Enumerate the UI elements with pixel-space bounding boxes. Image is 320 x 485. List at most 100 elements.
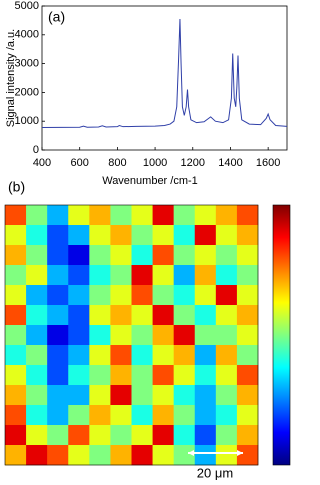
heatmap-cell xyxy=(47,245,69,266)
heatmap-cell xyxy=(26,405,48,426)
heatmap-cell xyxy=(236,225,259,246)
heatmap-cell xyxy=(5,305,27,326)
heatmap-cell xyxy=(47,345,69,366)
heatmap-cell xyxy=(26,385,48,406)
heatmap-cell xyxy=(68,445,90,466)
heatmap-cell xyxy=(5,345,27,366)
heatmap-cell xyxy=(68,325,90,346)
heatmap-cell xyxy=(236,325,259,346)
heatmap-cell xyxy=(47,445,69,466)
heatmap-cell xyxy=(194,245,217,266)
x-tick-label: 600 xyxy=(71,157,89,169)
heatmap-cell xyxy=(215,205,238,226)
heatmap-cell xyxy=(194,405,217,426)
heatmap-cell xyxy=(131,245,153,266)
heatmap-cell xyxy=(215,285,238,306)
heatmap-cell xyxy=(110,425,132,446)
heatmap-cell xyxy=(236,405,259,426)
heatmap-cell xyxy=(5,365,27,386)
heatmap-cell xyxy=(236,205,259,226)
heatmap-cell xyxy=(89,425,111,446)
heatmap-cell xyxy=(47,305,69,326)
heatmap-cell xyxy=(110,305,132,326)
heatmap-cell xyxy=(47,365,69,386)
heatmap-cell xyxy=(131,345,153,366)
heatmap-cell xyxy=(152,425,174,446)
heatmap-cell xyxy=(152,205,174,226)
heatmap-cell xyxy=(5,445,27,466)
heatmap-cell xyxy=(215,265,238,286)
heatmap-cell xyxy=(152,365,174,386)
heatmap-cell xyxy=(152,225,174,246)
heatmap-cell xyxy=(68,405,90,426)
heatmap-cell xyxy=(89,285,111,306)
heatmap-cell xyxy=(236,305,259,326)
heatmap-cell xyxy=(173,285,196,306)
heatmap-cell xyxy=(5,245,27,266)
heatmap-cell xyxy=(173,225,196,246)
heatmap-cell xyxy=(110,225,132,246)
heatmap-cell xyxy=(26,265,48,286)
heatmap-cell xyxy=(47,425,69,446)
heatmap-cell xyxy=(131,205,153,226)
heatmap-cell xyxy=(68,365,90,386)
heatmap-cell xyxy=(131,285,153,306)
heatmap-cell xyxy=(131,365,153,386)
heatmap-cell xyxy=(89,345,111,366)
y-tick-label: 5000 xyxy=(15,0,39,12)
heatmap-cell xyxy=(5,405,27,426)
heatmap-cell xyxy=(131,385,153,406)
heatmap-cell xyxy=(173,205,196,226)
heatmap-cell xyxy=(131,405,153,426)
y-tick-label: 0 xyxy=(33,144,39,156)
heatmap-cell xyxy=(236,425,259,446)
heatmap-cell xyxy=(215,305,238,326)
heatmap-cell xyxy=(152,305,174,326)
heatmap-cell xyxy=(110,205,132,226)
heatmap-cell xyxy=(215,425,238,446)
heatmap-cell xyxy=(194,345,217,366)
heatmap-cell xyxy=(68,425,90,446)
heatmap-cell xyxy=(194,305,217,326)
heatmap-cell xyxy=(47,265,69,286)
heatmap-cell xyxy=(5,225,27,246)
heatmap-cell xyxy=(215,385,238,406)
heatmap-cell xyxy=(110,385,132,406)
heatmap-cell xyxy=(131,325,153,346)
heatmap-cell xyxy=(236,385,259,406)
y-tick-label: 2000 xyxy=(15,86,39,98)
scale-bar-label: 20 μm xyxy=(197,465,233,480)
heatmap-cell xyxy=(5,425,27,446)
heatmap-cell xyxy=(89,445,111,466)
heatmap-cell xyxy=(26,305,48,326)
heatmap-cell xyxy=(110,245,132,266)
heatmap-cell xyxy=(89,365,111,386)
heatmap-cell xyxy=(173,425,196,446)
heatmap-cell xyxy=(5,265,27,286)
heatmap-cell xyxy=(152,345,174,366)
heatmap-cell xyxy=(194,265,217,286)
heatmap-cell xyxy=(131,265,153,286)
heatmap-cell xyxy=(5,285,27,306)
heatmap-cell xyxy=(47,225,69,246)
heatmap-cell xyxy=(152,445,174,466)
heatmap-cell xyxy=(236,345,259,366)
heatmap-cell xyxy=(173,445,196,466)
heatmap-cell xyxy=(173,365,196,386)
heatmap-cell xyxy=(68,385,90,406)
heatmap-cell xyxy=(152,285,174,306)
y-tick-label: 3000 xyxy=(15,58,39,70)
heatmap-cell xyxy=(5,325,27,346)
heatmap-cell xyxy=(110,285,132,306)
y-axis-label: Signal intensity /a.u. xyxy=(5,29,17,127)
heatmap-cell xyxy=(173,345,196,366)
x-tick-label: 1000 xyxy=(143,157,167,169)
heatmap-cell xyxy=(26,365,48,386)
heatmap-cell xyxy=(173,405,196,426)
heatmap-cell xyxy=(26,225,48,246)
heatmap-cell xyxy=(26,285,48,306)
heatmap-cell xyxy=(215,325,238,346)
heatmap-cell xyxy=(89,305,111,326)
heatmap-cell xyxy=(194,385,217,406)
heatmap-cell xyxy=(47,285,69,306)
